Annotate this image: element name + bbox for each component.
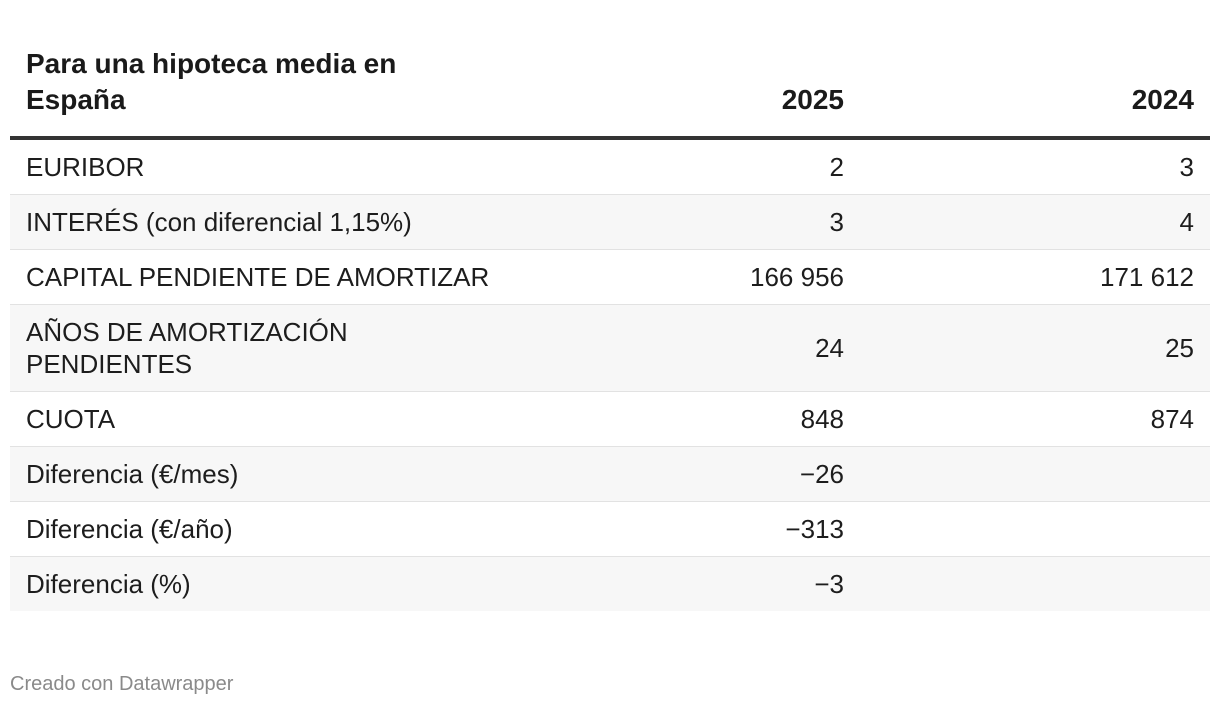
cell-2025: −3	[814, 569, 844, 599]
cell-2024: 874	[860, 391, 1210, 447]
cell-2025: 166 956	[510, 249, 860, 305]
cell-2025: 24	[510, 304, 860, 392]
table-row-diferencia-ano: Diferencia (€/año) −313	[10, 501, 1210, 557]
row-label: CAPITAL PENDIENTE DE AMORTIZAR	[10, 249, 510, 305]
table-row-cuota: CUOTA 848 874	[10, 391, 1210, 447]
cell-2025: 2	[510, 138, 860, 195]
table-row-euribor: EURIBOR 2 3	[10, 138, 1210, 195]
cell-2025: −26	[510, 446, 860, 502]
table-title-header[interactable]: Para una hipoteca media en España	[10, 40, 510, 140]
cell-2024: 25	[860, 304, 1210, 392]
column-header-2024[interactable]: 2024	[860, 40, 1210, 140]
table-row-anos-amortizacion: AÑOS DE AMORTIZACIÓN PENDIENTES 24 25	[10, 304, 1210, 392]
row-label: EURIBOR	[10, 138, 510, 195]
cell-2025: 848	[510, 391, 860, 447]
column-header-2025[interactable]: 2025	[510, 40, 860, 140]
cell-2024	[860, 501, 1210, 557]
table-header-row: Para una hipoteca media en España 2025 2…	[10, 40, 1210, 140]
cell-2024	[860, 446, 1210, 502]
cell-2024	[860, 557, 1210, 612]
row-label: CUOTA	[10, 391, 510, 447]
data-table-container: Para una hipoteca media en España 2025 2…	[10, 40, 1210, 611]
row-label: Diferencia (€/mes)	[10, 446, 510, 502]
row-label: Diferencia (%)	[26, 569, 191, 599]
table-row-diferencia-mes: Diferencia (€/mes) −26	[10, 446, 1210, 502]
cell-2024: 171 612	[860, 249, 1210, 305]
table-row-diferencia-pct: Diferencia (%) −3	[10, 556, 1210, 612]
cell-2024: 3	[860, 138, 1210, 195]
row-label: INTERÉS (con diferencial 1,15%)	[10, 194, 510, 250]
data-table: Para una hipoteca media en España 2025 2…	[10, 40, 1210, 611]
footer-credit[interactable]: Creado con Datawrapper	[10, 673, 234, 695]
cell-2025: 3	[510, 194, 860, 250]
cell-2025: −313	[510, 501, 860, 557]
cell-2024: 4	[860, 194, 1210, 250]
table-row-interes: INTERÉS (con diferencial 1,15%) 3 4	[10, 194, 1210, 250]
row-label: AÑOS DE AMORTIZACIÓN PENDIENTES	[10, 304, 510, 392]
table-row-capital-pendiente: CAPITAL PENDIENTE DE AMORTIZAR 166 956 1…	[10, 249, 1210, 305]
row-label: Diferencia (€/año)	[10, 501, 510, 557]
